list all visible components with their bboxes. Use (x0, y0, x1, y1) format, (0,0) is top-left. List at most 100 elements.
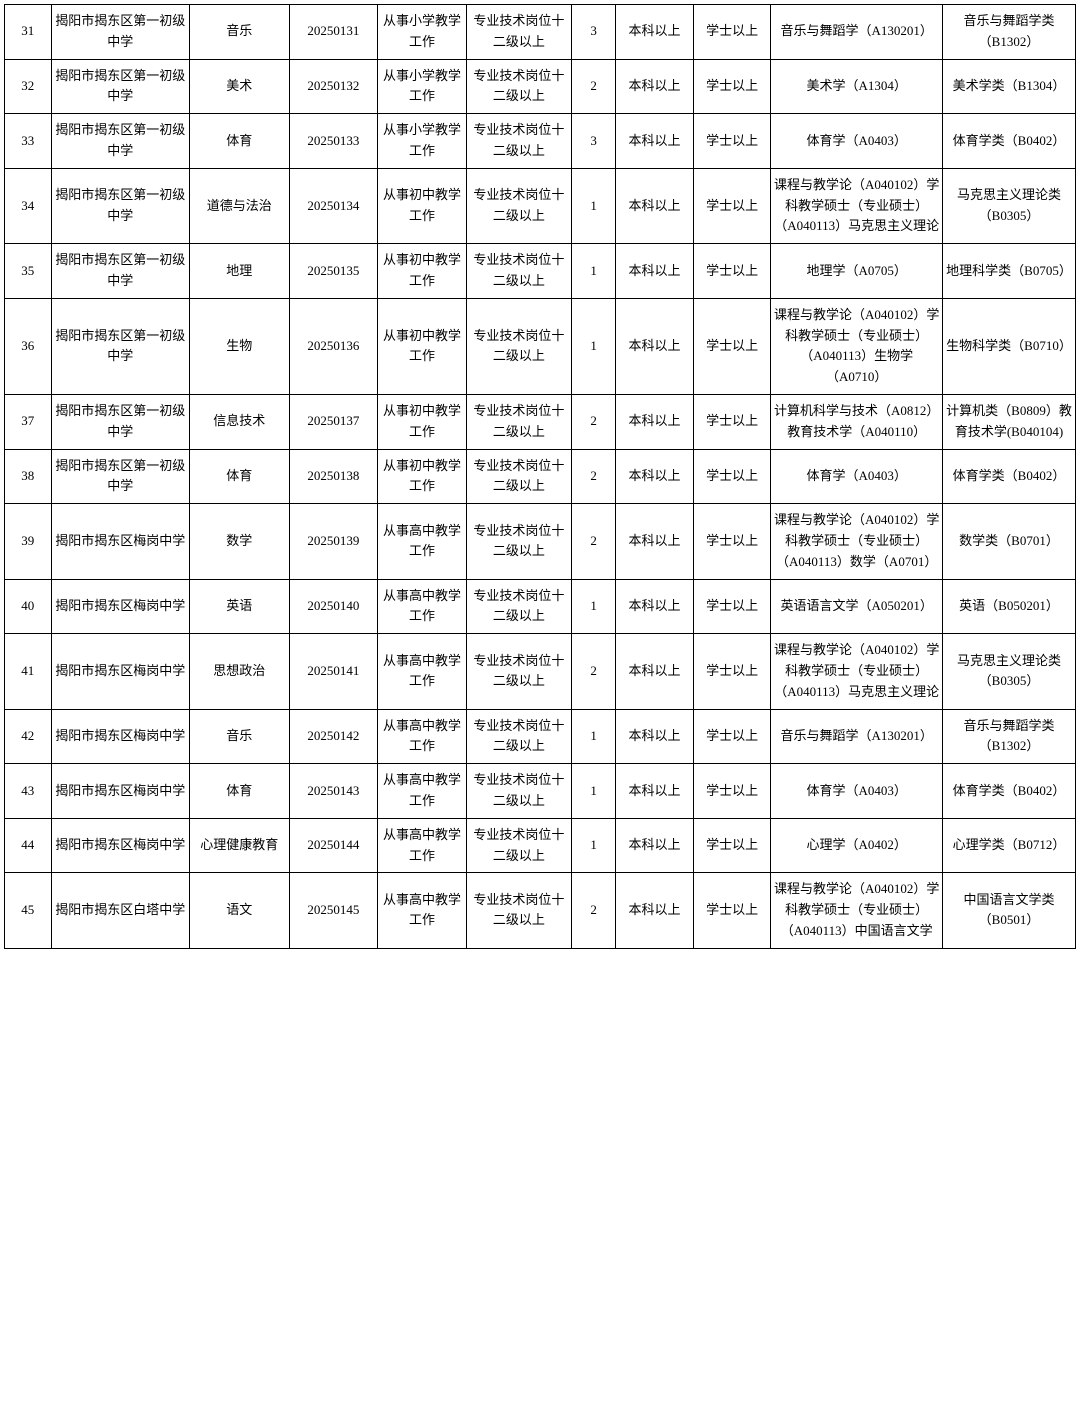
cell-subject: 音乐 (189, 5, 289, 60)
table-row: 40揭阳市揭东区梅岗中学英语20250140从事高中教学工作专业技术岗位十二级以… (5, 579, 1076, 634)
cell-idx: 37 (5, 394, 52, 449)
cell-work: 从事小学教学工作 (378, 59, 467, 114)
cell-major: 数学类（B0701） (943, 504, 1076, 579)
cell-school: 揭阳市揭东区第一初级中学 (51, 298, 189, 394)
table-row: 39揭阳市揭东区梅岗中学数学20250139从事高中教学工作专业技术岗位十二级以… (5, 504, 1076, 579)
cell-subject: 音乐 (189, 709, 289, 764)
cell-degree: 学士以上 (693, 764, 771, 819)
cell-subject: 体育 (189, 449, 289, 504)
cell-school: 揭阳市揭东区梅岗中学 (51, 764, 189, 819)
cell-subject: 道德与法治 (189, 168, 289, 243)
cell-major: 生物科学类（B0710） (943, 298, 1076, 394)
cell-edu: 本科以上 (616, 5, 694, 60)
cell-work: 从事初中教学工作 (378, 394, 467, 449)
cell-major: 英语（B050201） (943, 579, 1076, 634)
cell-major: 音乐与舞蹈学类（B1302） (943, 5, 1076, 60)
cell-edu: 本科以上 (616, 449, 694, 504)
cell-major: 中国语言文学类（B0501） (943, 873, 1076, 948)
cell-degree: 学士以上 (693, 818, 771, 873)
cell-post: 专业技术岗位十二级以上 (466, 5, 571, 60)
cell-subject: 信息技术 (189, 394, 289, 449)
cell-subject: 数学 (189, 504, 289, 579)
cell-post: 专业技术岗位十二级以上 (466, 504, 571, 579)
recruitment-table: 31揭阳市揭东区第一初级中学音乐20250131从事小学教学工作专业技术岗位十二… (4, 4, 1076, 949)
cell-work: 从事初中教学工作 (378, 244, 467, 299)
cell-school: 揭阳市揭东区白塔中学 (51, 873, 189, 948)
cell-grad: 音乐与舞蹈学（A130201） (771, 709, 943, 764)
cell-post: 专业技术岗位十二级以上 (466, 114, 571, 169)
cell-degree: 学士以上 (693, 634, 771, 709)
cell-edu: 本科以上 (616, 298, 694, 394)
cell-code: 20250137 (289, 394, 378, 449)
cell-grad: 音乐与舞蹈学（A130201） (771, 5, 943, 60)
cell-idx: 42 (5, 709, 52, 764)
cell-count: 1 (572, 168, 616, 243)
cell-count: 1 (572, 764, 616, 819)
cell-school: 揭阳市揭东区第一初级中学 (51, 394, 189, 449)
cell-count: 1 (572, 298, 616, 394)
cell-grad: 美术学（A1304） (771, 59, 943, 114)
cell-major: 马克思主义理论类（B0305） (943, 168, 1076, 243)
cell-code: 20250145 (289, 873, 378, 948)
cell-subject: 英语 (189, 579, 289, 634)
cell-school: 揭阳市揭东区梅岗中学 (51, 579, 189, 634)
cell-code: 20250131 (289, 5, 378, 60)
cell-edu: 本科以上 (616, 634, 694, 709)
cell-grad: 地理学（A0705） (771, 244, 943, 299)
cell-major: 地理科学类（B0705） (943, 244, 1076, 299)
cell-work: 从事高中教学工作 (378, 634, 467, 709)
table-row: 36揭阳市揭东区第一初级中学生物20250136从事初中教学工作专业技术岗位十二… (5, 298, 1076, 394)
cell-count: 2 (572, 873, 616, 948)
cell-idx: 31 (5, 5, 52, 60)
cell-edu: 本科以上 (616, 59, 694, 114)
cell-major: 马克思主义理论类（B0305） (943, 634, 1076, 709)
cell-code: 20250141 (289, 634, 378, 709)
cell-degree: 学士以上 (693, 5, 771, 60)
table-row: 41揭阳市揭东区梅岗中学思想政治20250141从事高中教学工作专业技术岗位十二… (5, 634, 1076, 709)
cell-degree: 学士以上 (693, 394, 771, 449)
cell-major: 体育学类（B0402） (943, 114, 1076, 169)
table-row: 32揭阳市揭东区第一初级中学美术20250132从事小学教学工作专业技术岗位十二… (5, 59, 1076, 114)
cell-idx: 40 (5, 579, 52, 634)
cell-post: 专业技术岗位十二级以上 (466, 59, 571, 114)
table-row: 42揭阳市揭东区梅岗中学音乐20250142从事高中教学工作专业技术岗位十二级以… (5, 709, 1076, 764)
cell-idx: 32 (5, 59, 52, 114)
cell-work: 从事高中教学工作 (378, 579, 467, 634)
cell-post: 专业技术岗位十二级以上 (466, 818, 571, 873)
cell-work: 从事高中教学工作 (378, 818, 467, 873)
table-row: 44揭阳市揭东区梅岗中学心理健康教育20250144从事高中教学工作专业技术岗位… (5, 818, 1076, 873)
cell-grad: 课程与教学论（A040102）学科教学硕士（专业硕士）（A040113）数学（A… (771, 504, 943, 579)
cell-count: 1 (572, 709, 616, 764)
cell-subject: 生物 (189, 298, 289, 394)
cell-grad: 计算机科学与技术（A0812）教育技术学（A040110） (771, 394, 943, 449)
cell-degree: 学士以上 (693, 709, 771, 764)
cell-work: 从事小学教学工作 (378, 114, 467, 169)
cell-post: 专业技术岗位十二级以上 (466, 579, 571, 634)
cell-code: 20250135 (289, 244, 378, 299)
cell-degree: 学士以上 (693, 298, 771, 394)
cell-edu: 本科以上 (616, 579, 694, 634)
table-row: 45揭阳市揭东区白塔中学语文20250145从事高中教学工作专业技术岗位十二级以… (5, 873, 1076, 948)
table-row: 34揭阳市揭东区第一初级中学道德与法治20250134从事初中教学工作专业技术岗… (5, 168, 1076, 243)
cell-code: 20250144 (289, 818, 378, 873)
cell-major: 计算机类（B0809）教育技术学(B040104) (943, 394, 1076, 449)
cell-idx: 39 (5, 504, 52, 579)
cell-post: 专业技术岗位十二级以上 (466, 634, 571, 709)
table-row: 38揭阳市揭东区第一初级中学体育20250138从事初中教学工作专业技术岗位十二… (5, 449, 1076, 504)
cell-school: 揭阳市揭东区第一初级中学 (51, 168, 189, 243)
cell-count: 2 (572, 504, 616, 579)
cell-subject: 美术 (189, 59, 289, 114)
cell-post: 专业技术岗位十二级以上 (466, 449, 571, 504)
cell-count: 3 (572, 5, 616, 60)
cell-post: 专业技术岗位十二级以上 (466, 168, 571, 243)
cell-subject: 地理 (189, 244, 289, 299)
cell-major: 美术学类（B1304） (943, 59, 1076, 114)
cell-school: 揭阳市揭东区第一初级中学 (51, 5, 189, 60)
cell-school: 揭阳市揭东区第一初级中学 (51, 114, 189, 169)
cell-school: 揭阳市揭东区第一初级中学 (51, 59, 189, 114)
cell-idx: 33 (5, 114, 52, 169)
table-row: 31揭阳市揭东区第一初级中学音乐20250131从事小学教学工作专业技术岗位十二… (5, 5, 1076, 60)
cell-degree: 学士以上 (693, 244, 771, 299)
cell-edu: 本科以上 (616, 504, 694, 579)
cell-subject: 心理健康教育 (189, 818, 289, 873)
